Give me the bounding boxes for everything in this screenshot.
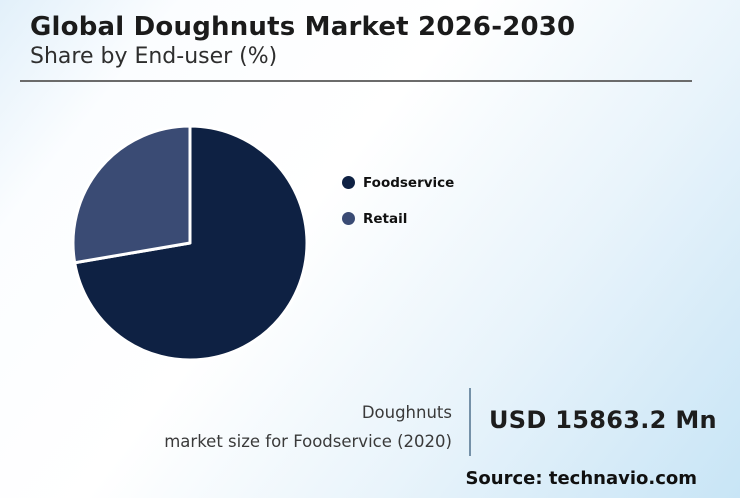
legend-item-foodservice: Foodservice	[342, 171, 454, 194]
page-subtitle: Share by End-user (%)	[30, 44, 278, 69]
caption-line-2: market size for Foodservice (2020)	[164, 432, 452, 451]
chart-legend: Foodservice Retail	[342, 171, 454, 230]
legend-marker-icon	[342, 212, 355, 225]
pie-slice-retail	[71, 124, 192, 265]
page-title: Global Doughnuts Market 2026-2030	[30, 12, 576, 42]
market-size-value: USD 15863.2 Mn	[489, 406, 717, 434]
legend-label: Foodservice	[363, 174, 455, 191]
source-credit: Source: technavio.com	[465, 468, 697, 489]
legend-marker-icon	[342, 176, 355, 189]
legend-label: Retail	[363, 210, 408, 227]
caption-value-divider	[469, 388, 471, 456]
legend-item-retail: Retail	[342, 207, 454, 230]
pie-chart	[71, 124, 309, 362]
title-divider	[20, 80, 692, 82]
caption-line-1: Doughnuts	[361, 403, 452, 422]
market-size-caption: Doughnuts market size for Foodservice (2…	[164, 398, 452, 456]
